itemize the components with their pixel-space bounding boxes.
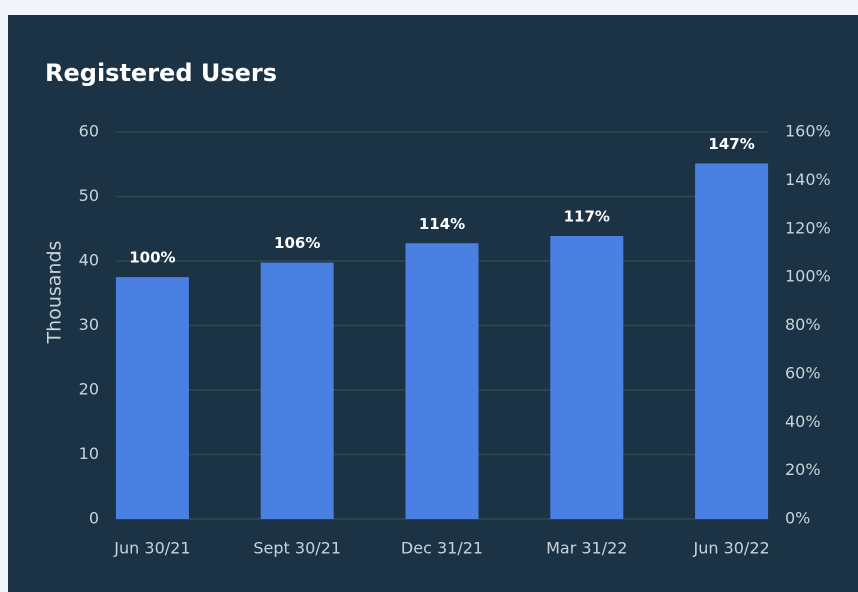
- x-tick-label: Mar 31/22: [546, 539, 627, 558]
- y2-tick-label: 0%: [785, 509, 810, 528]
- bar: [260, 262, 334, 519]
- chart-title: Registered Users: [45, 59, 277, 87]
- y-tick-label: 0: [89, 509, 99, 528]
- x-tick-label: Dec 31/21: [401, 539, 483, 558]
- y-tick-label: 60: [79, 122, 99, 141]
- y2-tick-label: 80%: [785, 315, 821, 334]
- y-tick-label: 40: [79, 251, 99, 270]
- y-tick-label: 10: [79, 444, 99, 463]
- data-label: 100%: [129, 249, 175, 267]
- y2-tick-label: 140%: [785, 170, 831, 189]
- x-tick-label: Sept 30/21: [253, 539, 341, 558]
- y2-tick-label: 100%: [785, 267, 831, 286]
- y2-tick-label: 20%: [785, 460, 821, 479]
- y2-tick-label: 160%: [785, 122, 831, 141]
- bar: [115, 277, 189, 519]
- y2-tick-label: 40%: [785, 412, 821, 431]
- y-tick-label: 30: [79, 315, 99, 334]
- y-tick-label: 20: [79, 380, 99, 399]
- y2-tick-label: 120%: [785, 218, 831, 237]
- bar: [405, 243, 479, 519]
- data-label: 147%: [708, 135, 754, 153]
- y-axis-title: Thousands: [44, 241, 66, 345]
- bar: [695, 163, 769, 519]
- data-label: 106%: [274, 234, 320, 252]
- y2-tick-label: 60%: [785, 363, 821, 382]
- x-tick-label: Jun 30/21: [113, 539, 190, 558]
- bar: [550, 236, 624, 519]
- data-label: 117%: [564, 208, 610, 226]
- data-label: 114%: [419, 215, 465, 233]
- x-tick-label: Jun 30/22: [692, 539, 769, 558]
- y-tick-label: 50: [79, 186, 99, 205]
